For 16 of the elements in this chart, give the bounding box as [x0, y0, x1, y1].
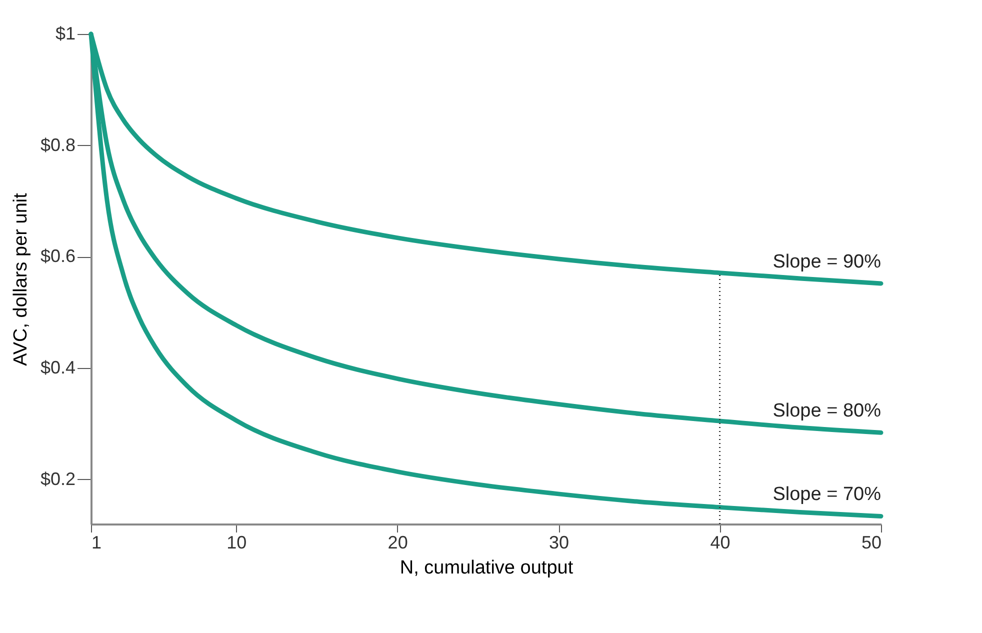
- x-tick-label: 10: [226, 532, 247, 552]
- x-tick-label: 1: [92, 532, 102, 552]
- series-label: Slope = 70%: [772, 484, 882, 506]
- y-tick-label: $0.8: [40, 134, 76, 155]
- y-tick-label: $0.4: [40, 358, 76, 378]
- y-tick-label: $0.2: [40, 468, 76, 489]
- x-axis-title: N, cumulative output: [400, 558, 574, 578]
- y-tick-label: $1: [55, 24, 76, 44]
- y-axis-title: AVC, dollars per unit: [10, 192, 32, 366]
- x-tick-label: 30: [549, 532, 570, 552]
- x-tick-label: 50: [861, 532, 882, 552]
- x-tick-label: 40: [710, 532, 730, 552]
- series-label: Slope = 90%: [772, 251, 882, 272]
- y-tick-label: $0.6: [40, 246, 76, 266]
- x-tick-label: 20: [388, 532, 408, 552]
- series-label: Slope = 80%: [772, 400, 882, 422]
